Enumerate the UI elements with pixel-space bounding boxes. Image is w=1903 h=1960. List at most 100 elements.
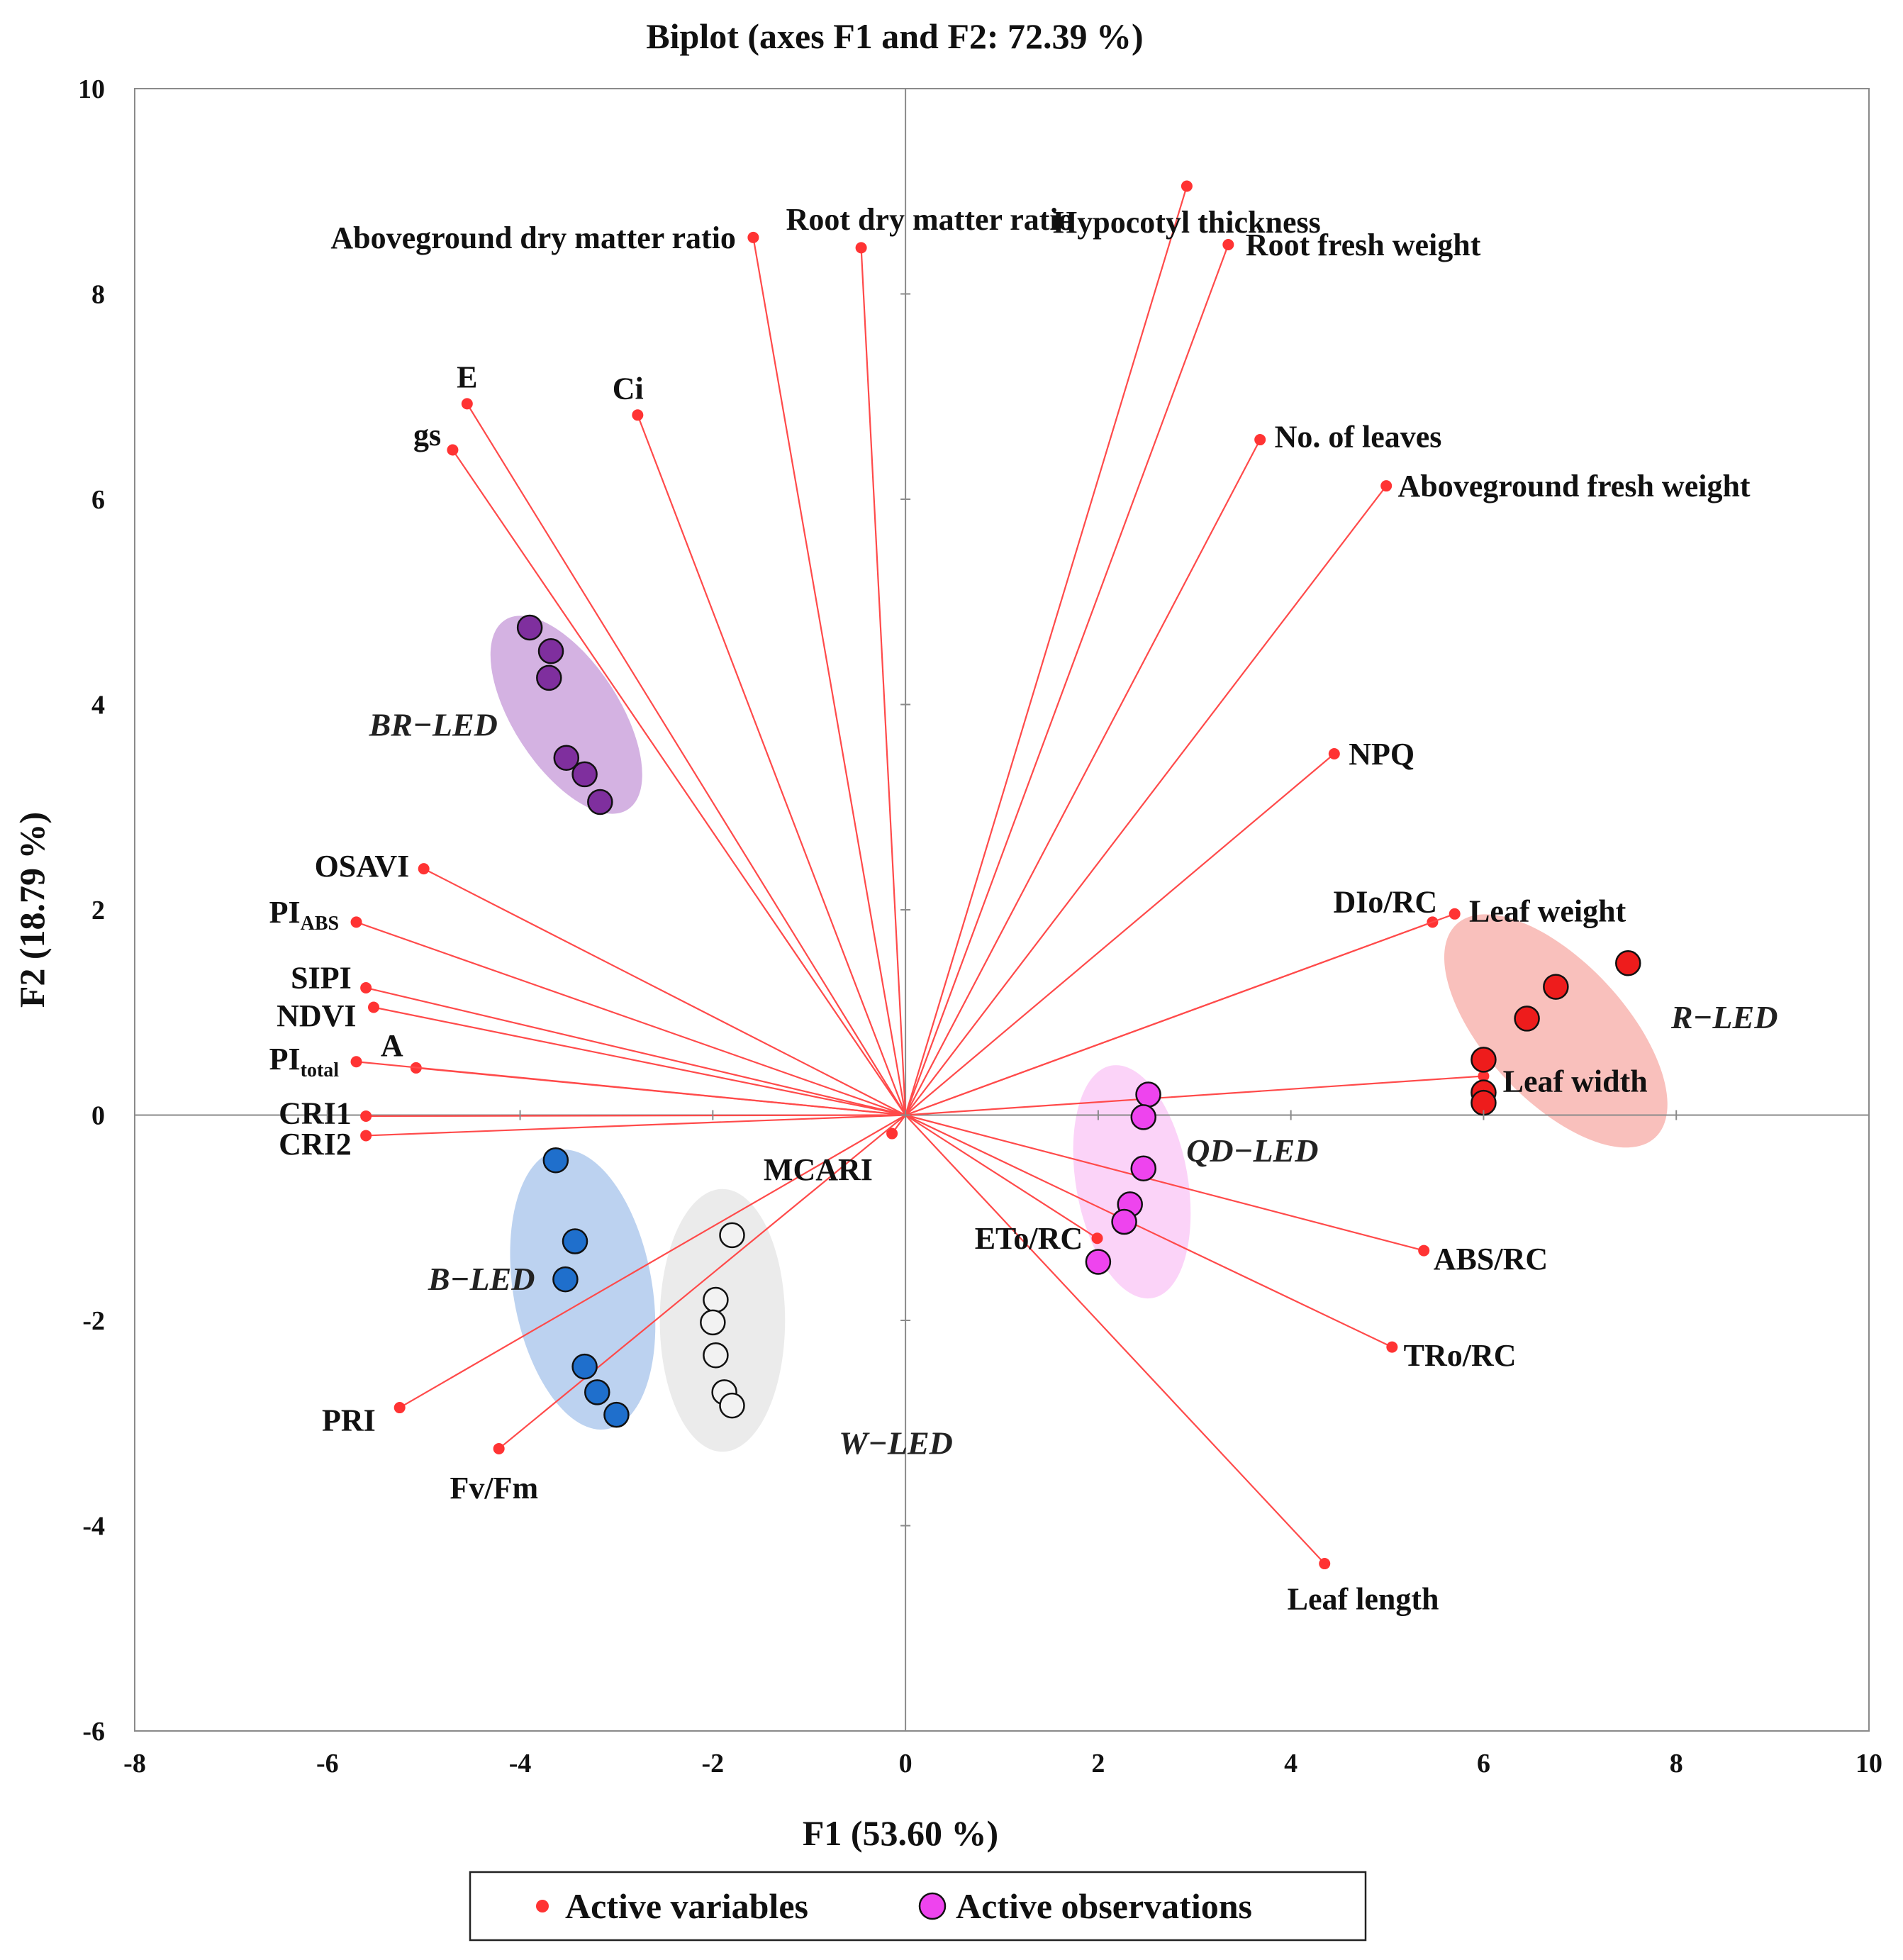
y-axis-title: F2 (18.79 %) bbox=[12, 812, 52, 1008]
label-root-dry-matter-ratio: Root dry matter ratio bbox=[786, 202, 1074, 237]
vector-leaf-length bbox=[905, 1114, 1326, 1564]
vector-tip-e bbox=[461, 398, 473, 410]
obs-point-qd-led bbox=[1130, 1155, 1157, 1182]
vector-e bbox=[466, 403, 907, 1116]
label-e: E bbox=[457, 360, 477, 395]
vector-no-of-leaves bbox=[905, 439, 1261, 1116]
vector-tip-npq bbox=[1328, 747, 1340, 759]
vector-tip-aboveground-dry-matter-ratio bbox=[747, 231, 759, 243]
obs-point-b-led bbox=[542, 1147, 569, 1174]
vector-root-dry-matter-ratio bbox=[860, 247, 907, 1115]
obs-point-w-led bbox=[703, 1286, 729, 1313]
y-tick-label: 6 bbox=[91, 485, 105, 515]
legend-marker-variables bbox=[536, 1900, 549, 1912]
label-npq: NPQ bbox=[1349, 737, 1414, 772]
obs-point-b-led bbox=[562, 1228, 588, 1254]
label-mcari: MCARI bbox=[764, 1152, 873, 1187]
obs-point-b-led bbox=[571, 1353, 598, 1380]
group-label-qd-led: QD−LED bbox=[1186, 1132, 1318, 1169]
obs-point-b-led bbox=[584, 1379, 610, 1405]
group-label-r-led: R−LED bbox=[1670, 999, 1778, 1035]
vector-tip-cri1 bbox=[360, 1110, 372, 1122]
vector-ci bbox=[637, 414, 907, 1115]
vector-tip-root-fresh-weight bbox=[1222, 239, 1234, 251]
y-tick-label: -6 bbox=[82, 1717, 105, 1747]
label-pi-total: PItotal bbox=[269, 1042, 340, 1081]
label-ndvi: NDVI bbox=[277, 998, 356, 1033]
legend-marker-observations bbox=[918, 1892, 947, 1920]
obs-point-br-led bbox=[553, 745, 580, 772]
label-cri2: CRI2 bbox=[279, 1127, 352, 1162]
vector-tip-mcari bbox=[886, 1127, 898, 1140]
label-ci: Ci bbox=[613, 372, 644, 406]
vector-pi-abs bbox=[356, 921, 906, 1116]
y-tick-label: 10 bbox=[78, 74, 105, 104]
legend-box bbox=[469, 1871, 1367, 1942]
group-labels: BR−LED B−LED W−LED QD−LED R−LED bbox=[369, 706, 1778, 1461]
obs-point-b-led bbox=[552, 1266, 579, 1293]
vector-tip-tro-rc bbox=[1386, 1341, 1398, 1353]
obs-point-r-led bbox=[1514, 1006, 1540, 1032]
vector-tip-pi-abs bbox=[350, 916, 362, 928]
x-tick-label: 0 bbox=[899, 1749, 913, 1778]
obs-point-r-led bbox=[1470, 1047, 1497, 1073]
vector-ndvi bbox=[373, 1006, 906, 1116]
vector-pi-total bbox=[356, 1061, 906, 1116]
y-tick-label: 0 bbox=[91, 1101, 105, 1131]
x-tick-label: -2 bbox=[702, 1749, 725, 1778]
vector-aboveground-fresh-weight bbox=[905, 485, 1388, 1116]
variable-vectors bbox=[350, 180, 1490, 1570]
obs-point-r-led bbox=[1615, 950, 1641, 976]
x-tick-label: -6 bbox=[316, 1749, 339, 1778]
vector-pri bbox=[399, 1114, 906, 1408]
vector-tip-aboveground-fresh-weight bbox=[1380, 480, 1393, 492]
legend: Active variables Active observations bbox=[469, 1871, 1367, 1942]
obs-point-b-led bbox=[603, 1401, 630, 1428]
y-tick-label: -2 bbox=[82, 1306, 105, 1336]
vector-tip-eto-rc bbox=[1091, 1232, 1103, 1245]
vector-hypocotyl-thickness bbox=[905, 186, 1188, 1115]
axis-ticks: -8 -6 -4 -2 0 2 4 6 8 10 -6 -4 -2 0 2 4 6 8 10 bbox=[78, 74, 1882, 1778]
vector-tip-pri bbox=[394, 1402, 406, 1414]
vector-abs-rc bbox=[905, 1114, 1424, 1252]
vector-tip-root-dry-matter-ratio bbox=[855, 242, 867, 254]
label-leaf-width: Leaf width bbox=[1503, 1064, 1648, 1099]
obs-point-br-led bbox=[587, 789, 613, 815]
label-tro-rc: TRo/RC bbox=[1404, 1338, 1517, 1373]
vector-aboveground-dry-matter-ratio bbox=[752, 237, 907, 1115]
obs-point-br-led bbox=[571, 761, 598, 788]
vector-tip-ndvi bbox=[368, 1001, 380, 1013]
y-tick-label: -4 bbox=[82, 1512, 105, 1542]
label-aboveground-fresh-weight: Aboveground fresh weight bbox=[1398, 469, 1751, 503]
vector-tip-no-of-leaves bbox=[1254, 434, 1266, 446]
label-pi-abs: PIABS bbox=[269, 895, 339, 935]
ellipse-br-led bbox=[490, 616, 642, 814]
obs-point-w-led bbox=[700, 1309, 726, 1336]
label-gs: gs bbox=[413, 418, 441, 452]
vector-tip-cri2 bbox=[360, 1130, 372, 1142]
vector-fv-fm bbox=[498, 1114, 906, 1449]
vector-osavi bbox=[423, 868, 906, 1116]
x-tick-label: 2 bbox=[1091, 1749, 1105, 1778]
vector-cri1 bbox=[366, 1114, 906, 1118]
vector-tip-pi-total bbox=[350, 1056, 362, 1068]
label-leaf-length: Leaf length bbox=[1288, 1581, 1439, 1616]
obs-point-br-led bbox=[537, 637, 564, 664]
vector-gs bbox=[452, 449, 907, 1116]
label-osavi: OSAVI bbox=[315, 849, 410, 884]
label-dio-rc: DIo/RC bbox=[1334, 884, 1438, 919]
label-eto-rc: ETo/RC bbox=[975, 1221, 1083, 1256]
x-tick-label: 10 bbox=[1855, 1749, 1882, 1778]
ellipse-b-led bbox=[510, 1149, 656, 1430]
label-cri1: CRI1 bbox=[279, 1096, 352, 1131]
obs-point-qd-led bbox=[1111, 1208, 1137, 1235]
x-tick-label: 6 bbox=[1477, 1749, 1490, 1778]
vector-tip-leaf-weight bbox=[1449, 908, 1461, 920]
label-a: A bbox=[381, 1028, 403, 1063]
label-abs-rc: ABS/RC bbox=[1434, 1242, 1548, 1276]
y-tick-label: 2 bbox=[91, 896, 105, 925]
x-axis-title: F1 (53.60 %) bbox=[803, 1813, 998, 1853]
label-pri: PRI bbox=[322, 1403, 376, 1437]
obs-point-w-led bbox=[719, 1222, 745, 1249]
